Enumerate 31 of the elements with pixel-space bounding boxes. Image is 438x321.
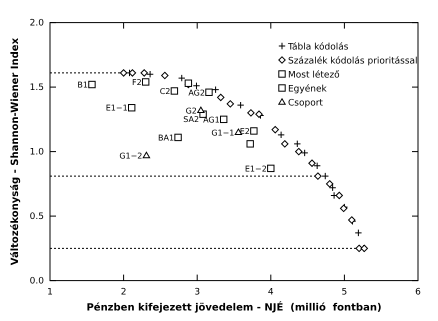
annotation: G1−2 bbox=[119, 151, 142, 160]
annotation: E2 bbox=[240, 126, 250, 136]
annotation: AG1 bbox=[203, 115, 220, 124]
legend-label: Egyének bbox=[288, 84, 328, 94]
annotation: AG2 bbox=[188, 88, 205, 98]
annotation: BA1 bbox=[158, 133, 174, 142]
y-axis-title: Változékonyság - Shannon-Wiener Index bbox=[10, 37, 21, 266]
x-tick-label: 1 bbox=[47, 288, 53, 298]
x-tick-label: 4 bbox=[268, 288, 274, 298]
annotation: E1−2 bbox=[244, 164, 267, 174]
x-axis-title: Pénzben kifejezett jövedelem - NJÉ (millió fontban) bbox=[86, 300, 382, 314]
y-tick-label: 2.0 bbox=[30, 18, 44, 29]
y-tick-label: 0.5 bbox=[30, 212, 44, 222]
annotation: C2 bbox=[160, 86, 170, 96]
legend-label: Csoport bbox=[288, 98, 324, 108]
annotation: SA2 bbox=[183, 114, 200, 124]
legend-label: Most létező bbox=[288, 70, 340, 80]
legend-label: Százalék kódolás prioritással bbox=[288, 56, 418, 66]
x-tick-label: 2 bbox=[120, 288, 126, 298]
annotation: G2 bbox=[186, 106, 197, 116]
annotation: E1−1 bbox=[106, 104, 128, 113]
y-tick-label: 0.0 bbox=[30, 276, 44, 287]
annotation: B1 bbox=[77, 80, 88, 90]
legend-label: Tábla kódolás bbox=[287, 42, 349, 52]
x-tick-label: 6 bbox=[415, 288, 422, 298]
x-tick-label: 5 bbox=[342, 288, 348, 298]
x-tick-label: 3 bbox=[194, 288, 200, 298]
annotation: F2 bbox=[132, 78, 142, 87]
y-tick-label: 1.5 bbox=[30, 83, 44, 94]
y-tick-label: 1.0 bbox=[30, 148, 44, 158]
annotation: G1−1 bbox=[211, 128, 234, 138]
